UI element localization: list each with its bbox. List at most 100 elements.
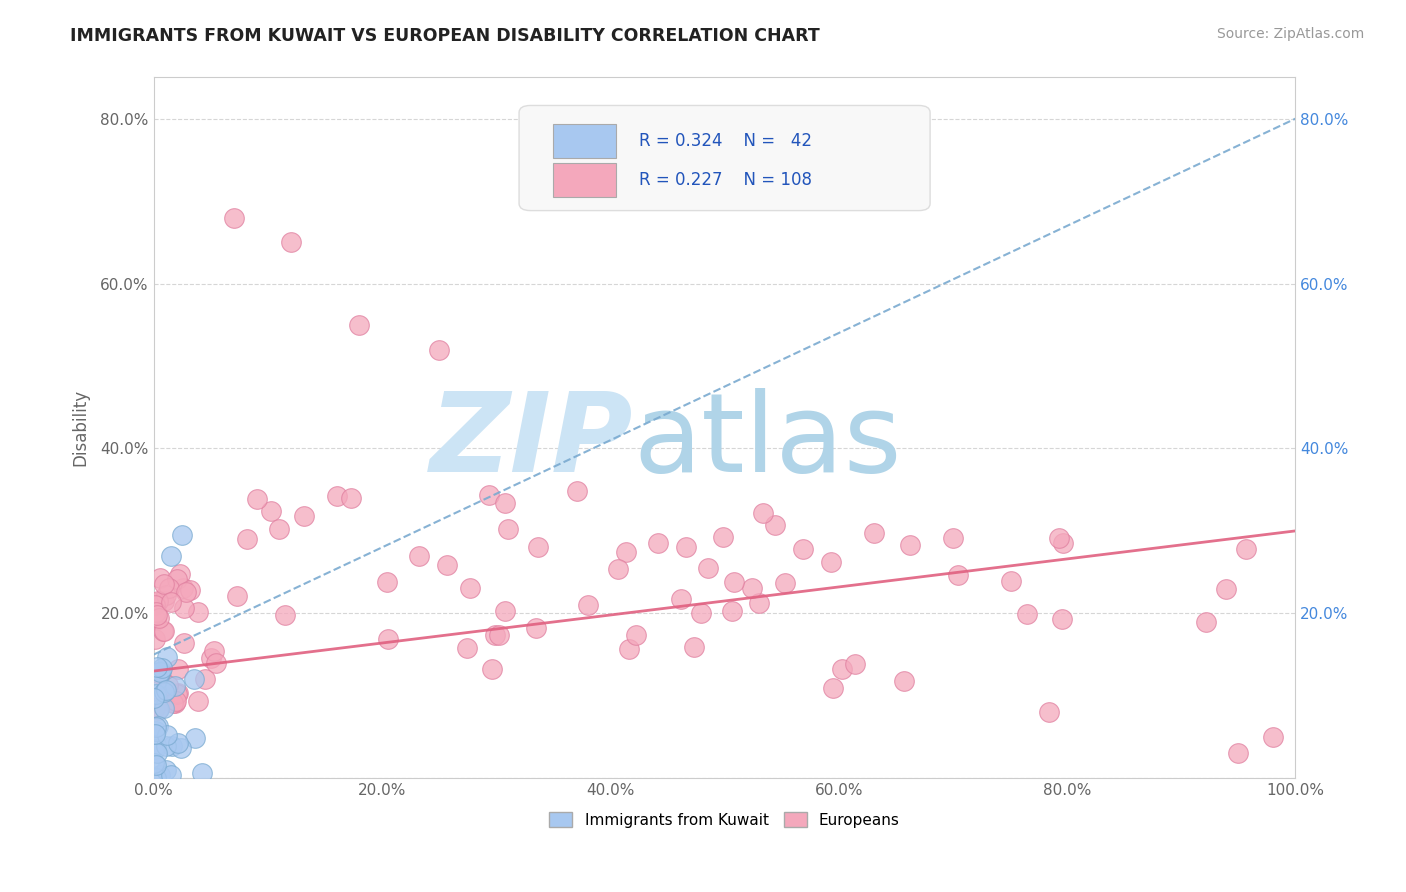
Point (942, 531, 965, 545)
Point (148, 610, 170, 624)
Point (748, 596, 770, 610)
Point (236, 532, 259, 546)
Point (159, 768, 181, 782)
Point (524, 621, 547, 635)
Point (821, 681, 844, 695)
Point (946, 567, 969, 582)
Point (456, 641, 478, 656)
Point (1261, 730, 1284, 744)
Point (155, 682, 177, 697)
Point (458, 581, 481, 595)
Point (690, 607, 713, 621)
Point (711, 530, 734, 544)
Point (159, 595, 181, 609)
Point (900, 538, 922, 552)
Point (763, 517, 786, 532)
Point (166, 662, 188, 676)
Point (488, 628, 510, 642)
Point (143, 742, 166, 756)
Point (1234, 541, 1257, 556)
Point (145, 687, 167, 701)
Point (150, 664, 173, 678)
Point (267, 522, 290, 536)
Text: R = 0.227    N = 108: R = 0.227 N = 108 (638, 170, 811, 189)
Point (155, 728, 177, 742)
Point (165, 694, 187, 708)
Point (149, 665, 172, 680)
Point (145, 738, 167, 752)
Point (145, 724, 167, 739)
Point (773, 575, 796, 590)
Point (436, 558, 458, 573)
Point (669, 591, 692, 606)
Point (193, 672, 215, 686)
Point (150, 661, 173, 675)
Y-axis label: Disability: Disability (72, 389, 89, 467)
Point (148, 593, 170, 607)
Point (1227, 747, 1250, 761)
Point (494, 496, 516, 510)
Point (143, 632, 166, 647)
Point (675, 541, 697, 555)
Point (148, 672, 170, 686)
Point (274, 608, 297, 623)
Point (1195, 615, 1218, 629)
Point (1052, 535, 1074, 549)
Point (1038, 705, 1060, 719)
Point (260, 504, 283, 518)
Text: IMMIGRANTS FROM KUWAIT VS EUROPEAN DISABILITY CORRELATION CHART: IMMIGRANTS FROM KUWAIT VS EUROPEAN DISAB… (70, 27, 820, 45)
Point (160, 549, 183, 563)
Point (190, 766, 212, 780)
Point (222, 211, 245, 225)
Point (225, 589, 247, 603)
Point (152, 593, 174, 607)
Point (1050, 612, 1073, 626)
Point (155, 588, 177, 602)
Point (202, 644, 225, 658)
Point (173, 601, 195, 615)
Point (155, 763, 177, 777)
Point (162, 696, 184, 710)
FancyBboxPatch shape (554, 163, 616, 196)
Point (172, 581, 194, 595)
Point (496, 522, 519, 536)
Point (844, 657, 866, 672)
Point (152, 624, 174, 638)
Point (146, 746, 169, 760)
Point (683, 640, 706, 655)
Point (167, 686, 190, 700)
Point (146, 703, 169, 717)
Point (340, 491, 363, 505)
Point (157, 582, 180, 596)
Point (143, 756, 166, 771)
Point (624, 628, 647, 642)
Point (1047, 532, 1070, 546)
Point (143, 727, 166, 741)
Point (347, 318, 370, 332)
Point (245, 491, 267, 506)
Point (167, 736, 190, 750)
Text: ZIP: ZIP (430, 388, 633, 495)
Point (408, 549, 430, 563)
Point (163, 679, 186, 693)
Point (697, 561, 720, 575)
Point (145, 701, 167, 715)
Point (148, 702, 170, 716)
Point (152, 685, 174, 699)
Point (617, 642, 640, 657)
Point (741, 581, 763, 595)
Point (187, 693, 209, 707)
Point (614, 545, 637, 559)
Point (831, 662, 853, 676)
Point (1215, 582, 1237, 597)
Point (149, 571, 172, 585)
Point (174, 585, 197, 599)
Point (187, 605, 209, 619)
Point (576, 599, 599, 613)
Point (145, 757, 167, 772)
Point (153, 624, 176, 638)
Point (145, 720, 167, 734)
Point (565, 484, 588, 499)
Text: R = 0.324    N =   42: R = 0.324 N = 42 (638, 132, 811, 150)
Point (155, 739, 177, 754)
